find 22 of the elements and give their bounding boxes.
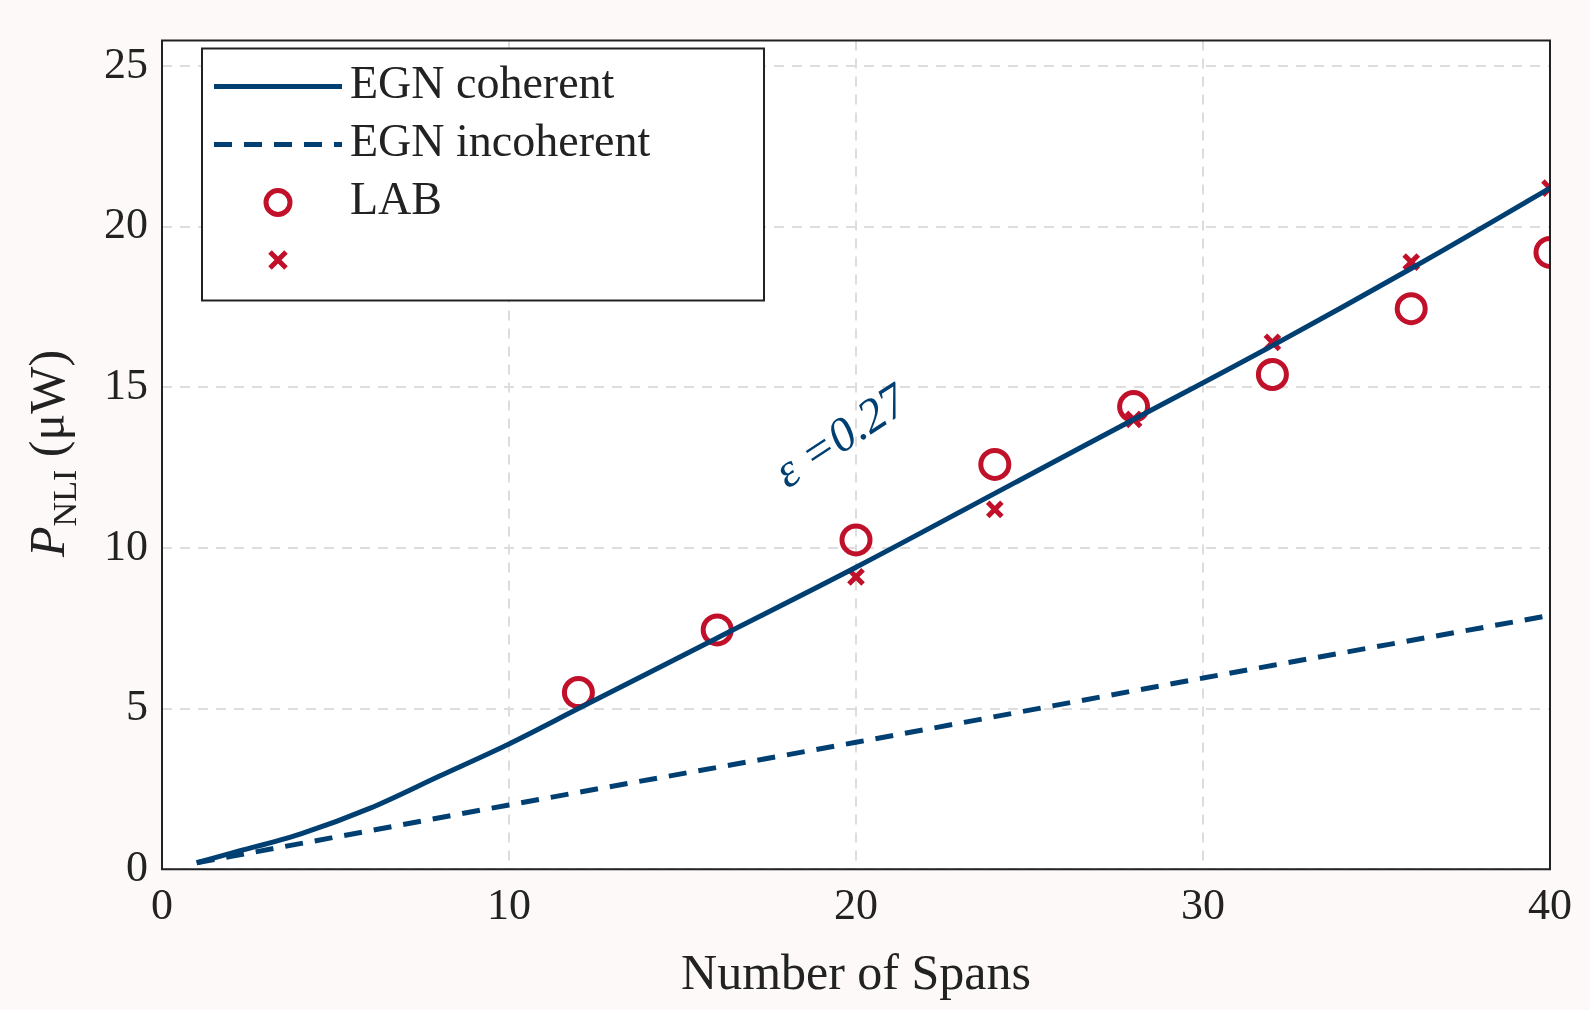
point [1255, 357, 1289, 391]
x-tick-label: 30 [1181, 880, 1225, 930]
y-tick-label: 25 [104, 38, 148, 88]
y-tick-label: 15 [104, 359, 148, 409]
x-tick-label: 10 [487, 880, 531, 930]
legend-label: LAB [350, 173, 442, 225]
legend-label: EGN incoherent [350, 115, 651, 167]
y-tick-label: 0 [126, 841, 148, 891]
x-tick-label: 20 [834, 880, 878, 930]
annotation: ε =0.27 [763, 371, 918, 498]
point [1394, 292, 1428, 326]
point [985, 499, 1005, 519]
point [846, 567, 866, 587]
x-axis-title: Number of Spans [681, 944, 1031, 1001]
y-tick-label: 5 [126, 681, 148, 731]
y-tick-label: 20 [104, 199, 148, 249]
point [978, 447, 1012, 481]
x-tick-label: 40 [1528, 880, 1572, 930]
point [839, 523, 873, 557]
legend-label: EGN coherent [350, 57, 615, 109]
y-axis-title: PNLI (μW) [19, 349, 83, 558]
y-tick-label: 10 [104, 520, 148, 570]
